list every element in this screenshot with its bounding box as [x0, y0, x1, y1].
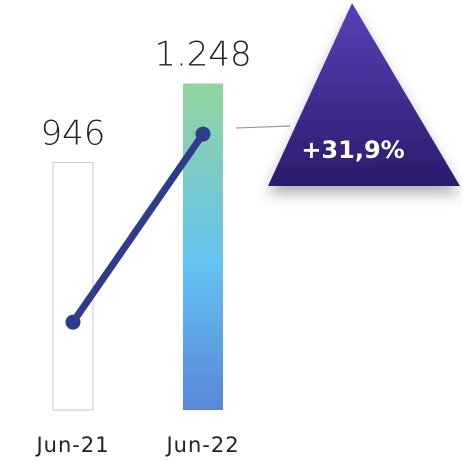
x-tick-label: Jun-21: [34, 433, 109, 457]
bar: [52, 161, 94, 411]
trend-line: [69, 130, 207, 326]
trend-point: [195, 126, 211, 142]
value-label: 1.248: [154, 35, 251, 75]
trend-point: [65, 314, 81, 330]
annotation: +31,9%: [301, 136, 404, 164]
annotation-triangle: [268, 3, 460, 186]
x-tick-label: Jun-22: [164, 433, 239, 457]
value-label: 946: [41, 114, 106, 154]
connector: [235, 125, 291, 129]
